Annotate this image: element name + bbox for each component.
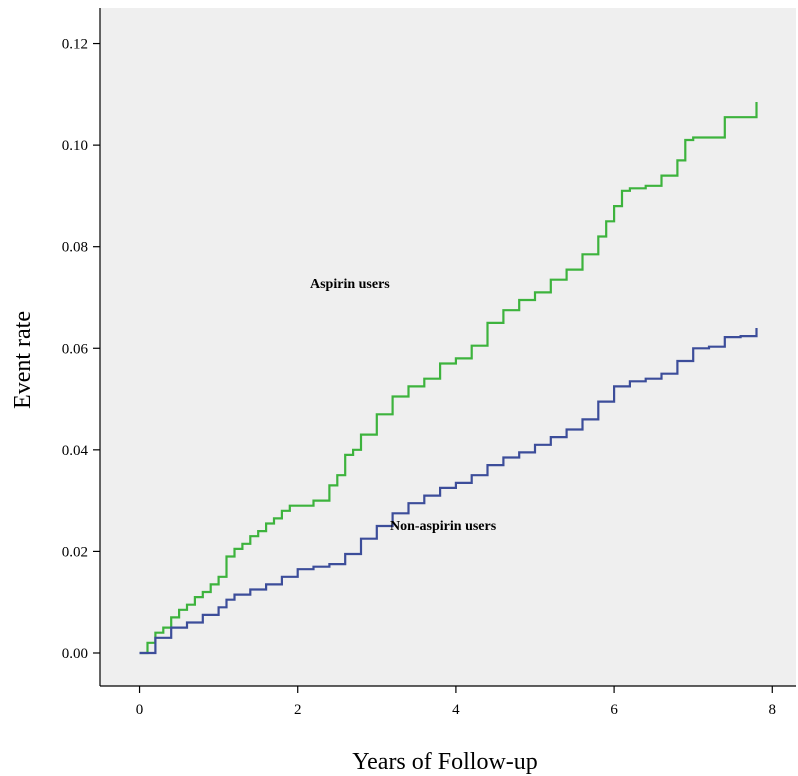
- y-tick-label-1: 0.02: [62, 544, 88, 560]
- y-tick-label-0: 0.00: [62, 646, 88, 662]
- y-ticks: 0.00 0.02 0.04 0.06 0.08 0.10 0.12: [62, 37, 100, 662]
- annotation-aspirin-users: Aspirin users: [310, 277, 390, 292]
- y-tick-label-5: 0.10: [62, 138, 88, 154]
- y-axis-title: Event rate: [10, 311, 36, 409]
- x-ticks: 0 2 4 6 8: [136, 686, 776, 718]
- series-line-aspirin-users: [139, 102, 758, 655]
- y-tick-label-3: 0.06: [62, 341, 89, 357]
- x-axis-title: Years of Follow-up: [352, 749, 538, 775]
- series-layer: [139, 102, 758, 655]
- x-tick-label-1: 2: [294, 702, 302, 718]
- x-tick-label-3: 6: [610, 702, 618, 718]
- plot-background: [100, 8, 796, 686]
- y-tick-label-6: 0.12: [62, 37, 88, 53]
- x-tick-label-0: 0: [136, 702, 144, 718]
- series-line-non-aspirin-users: [139, 328, 758, 655]
- x-tick-label-4: 8: [769, 702, 777, 718]
- x-tick-label-2: 4: [452, 702, 460, 718]
- y-tick-label-2: 0.04: [62, 443, 89, 459]
- annotation-non-aspirin-users: Non-aspirin users: [390, 519, 497, 534]
- y-tick-label-4: 0.08: [62, 240, 88, 256]
